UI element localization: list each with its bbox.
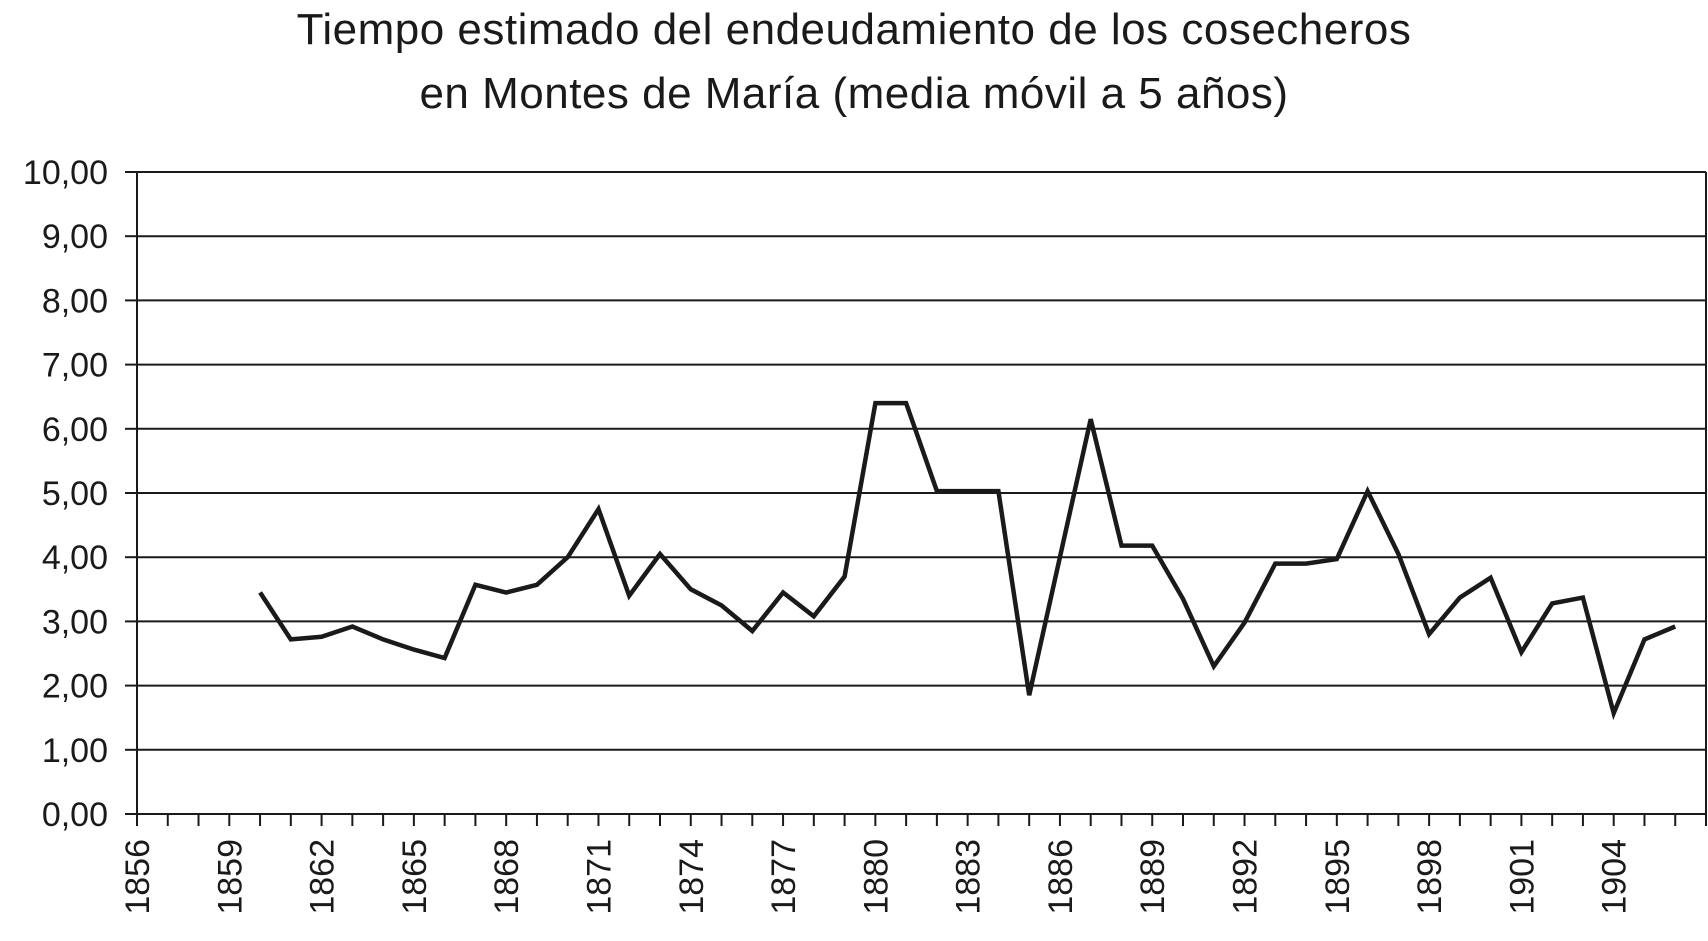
- x-tick-label: 1868: [488, 839, 526, 915]
- x-tick-label: 1877: [765, 839, 803, 915]
- x-tick-label: 1892: [1227, 839, 1265, 915]
- y-tick-label: 5,00: [42, 475, 108, 513]
- y-tick-label: 10,00: [23, 154, 108, 192]
- y-tick-label: 7,00: [42, 347, 108, 385]
- x-tick-label: 1904: [1596, 839, 1634, 915]
- series-layer: [258, 400, 1677, 721]
- x-tick-label: 1898: [1411, 839, 1449, 915]
- x-tick-label: 1865: [396, 839, 434, 915]
- x-tick-label: 1871: [580, 839, 618, 915]
- y-tick-label: 4,00: [42, 539, 108, 577]
- chart-title-line-2: en Montes de María (media móvil a 5 años…: [419, 69, 1289, 118]
- y-axis-tick-labels: 0,00 1,00 2,00 3,00 4,00 5,00 6,00 7,00 8,00 9,00…: [23, 154, 108, 834]
- series-line: [258, 400, 1677, 721]
- x-tick-label: 1874: [673, 839, 711, 915]
- x-tick-label: 1856: [119, 839, 157, 915]
- y-tick-label: 3,00: [42, 603, 108, 641]
- x-tick-label: 1859: [211, 839, 249, 915]
- x-tick-label: 1889: [1134, 839, 1172, 915]
- gridlines: [137, 171, 1706, 815]
- y-tick-label: 0,00: [42, 796, 108, 834]
- y-tick-label: 6,00: [42, 411, 108, 449]
- y-tick-label: 9,00: [42, 218, 108, 256]
- x-tick-label: 1880: [857, 839, 895, 915]
- x-tick-label: 1895: [1319, 839, 1357, 915]
- x-tick-label: 1886: [1042, 839, 1080, 915]
- x-tick-label: 1862: [304, 839, 342, 915]
- x-axis-tick-labels: 1856 1859 1862 1865 1868 1871 1874 1877 1880 1883…: [119, 839, 1634, 915]
- y-tick-label: 1,00: [42, 732, 108, 770]
- chart-title-line-1: Tiempo estimado del endeudamiento de los…: [296, 5, 1412, 54]
- y-tick-label: 8,00: [42, 282, 108, 320]
- x-tick-label: 1901: [1503, 839, 1541, 915]
- y-tick-label: 2,00: [42, 668, 108, 706]
- axes: [125, 171, 1707, 826]
- x-tick-label: 1883: [950, 839, 988, 915]
- chart-title: Tiempo estimado del endeudamiento de los…: [0, 0, 1708, 126]
